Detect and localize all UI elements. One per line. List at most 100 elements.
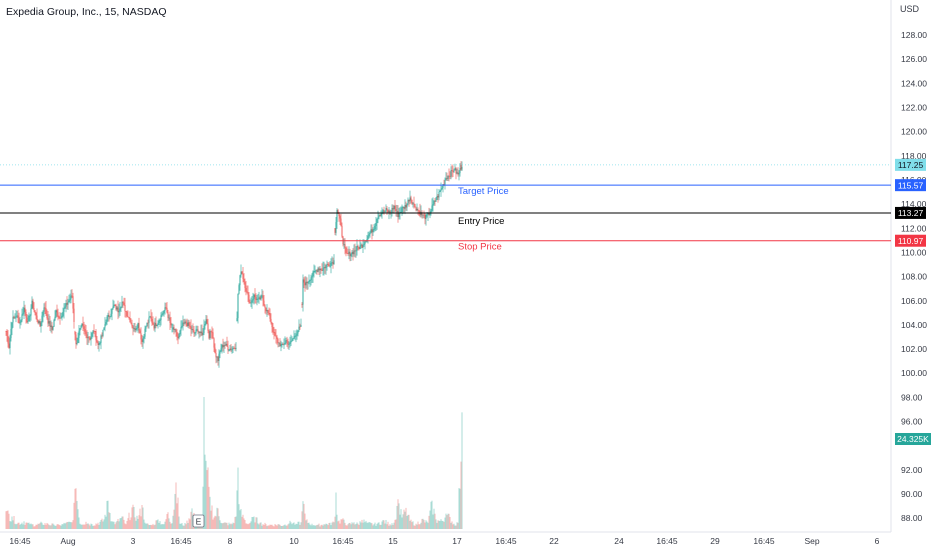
volume-bar <box>377 522 379 529</box>
candle-body <box>428 212 430 216</box>
volume-bar <box>208 486 210 529</box>
volume-bar <box>251 516 253 529</box>
candle-body <box>432 204 434 206</box>
volume-bar <box>64 523 66 529</box>
candle-body <box>378 215 380 218</box>
volume-bar <box>365 520 367 529</box>
volume-bar <box>288 523 290 529</box>
volume-bar <box>13 516 15 529</box>
volume-bar <box>62 524 64 529</box>
level-label-stop: Stop Price <box>458 242 502 253</box>
candle-body <box>280 344 282 347</box>
candle-body <box>81 323 83 326</box>
volume-bar <box>299 524 301 529</box>
candle-body <box>42 311 44 316</box>
volume-bar <box>249 522 251 529</box>
volume-bar <box>141 505 143 529</box>
candle-body <box>68 300 70 303</box>
candle-body <box>33 308 35 311</box>
candle-body <box>85 331 87 335</box>
volume-bar <box>24 524 26 529</box>
candle-body <box>330 262 332 267</box>
price-tick-label: 112.00 <box>901 223 927 233</box>
volume-bar <box>42 524 44 529</box>
candle-body <box>386 208 388 210</box>
candle-body <box>232 348 234 350</box>
candle-body <box>205 319 207 325</box>
candle-body <box>323 267 325 269</box>
volume-bar <box>395 519 397 529</box>
volume-bar <box>397 499 399 529</box>
volume-bar <box>444 517 446 529</box>
candle-body <box>80 325 82 329</box>
volume-bar <box>301 511 303 529</box>
candle-body <box>203 325 205 334</box>
price-tick-label: 114.00 <box>901 199 927 209</box>
candle-body <box>158 320 160 324</box>
candle-body <box>8 343 10 349</box>
candle-body <box>338 213 340 217</box>
volume-bar <box>179 523 181 529</box>
candle-body <box>134 328 136 331</box>
candle-body <box>173 327 175 330</box>
volume-bar <box>285 525 287 529</box>
candle-body <box>75 334 77 345</box>
volume-bar <box>453 523 455 529</box>
volume-bar <box>357 523 359 529</box>
candle-body <box>301 304 303 305</box>
candle-body <box>363 244 365 246</box>
candle-body <box>200 331 202 333</box>
candle-body <box>57 312 59 317</box>
candle-body <box>48 321 50 324</box>
volume-bar <box>412 521 414 529</box>
volume-bar <box>220 522 222 529</box>
candle-body <box>117 307 119 313</box>
earnings-badge[interactable] <box>192 514 205 528</box>
volume-bar <box>126 520 128 529</box>
volume-bar <box>147 523 149 529</box>
volume-bar <box>376 523 378 529</box>
candle-body <box>14 316 16 318</box>
volume-bar <box>98 524 100 529</box>
volume-bar <box>459 488 461 529</box>
candle-body <box>115 304 117 310</box>
volume-bar <box>440 519 442 529</box>
volume-bar <box>173 509 175 529</box>
candle-body <box>204 324 206 326</box>
volume-bar <box>210 510 212 529</box>
volume-bar <box>49 525 51 529</box>
candle-body <box>24 307 26 313</box>
volume-bar <box>405 507 407 529</box>
candle-body <box>83 326 85 330</box>
volume-bar <box>52 523 54 529</box>
candle-body <box>282 344 284 345</box>
candle-body <box>291 340 293 342</box>
candle-body <box>452 170 454 172</box>
volume-bar <box>182 525 184 529</box>
volume-bar <box>121 516 123 529</box>
volume-bar <box>362 522 364 529</box>
volume-bar <box>113 521 115 529</box>
volume-bar <box>218 516 220 529</box>
candle-body <box>47 318 49 324</box>
volume-bar <box>70 522 72 529</box>
time-tick-label: 29 <box>710 536 720 546</box>
volume-bar <box>392 524 394 529</box>
volume-bar <box>76 500 78 529</box>
candle-body <box>233 348 235 349</box>
volume-bar <box>118 521 120 529</box>
candle-body <box>379 215 381 217</box>
candle-body <box>183 322 185 324</box>
volume-bar <box>8 513 10 529</box>
volume-bar <box>306 519 308 529</box>
volume-bar <box>61 524 63 529</box>
candle-body <box>248 294 250 303</box>
volume-bar <box>361 519 363 529</box>
volume-bar <box>31 524 33 529</box>
candle-body <box>272 327 274 333</box>
volume-bar <box>239 510 241 529</box>
candle-body <box>266 310 268 312</box>
candle-body <box>393 205 395 210</box>
